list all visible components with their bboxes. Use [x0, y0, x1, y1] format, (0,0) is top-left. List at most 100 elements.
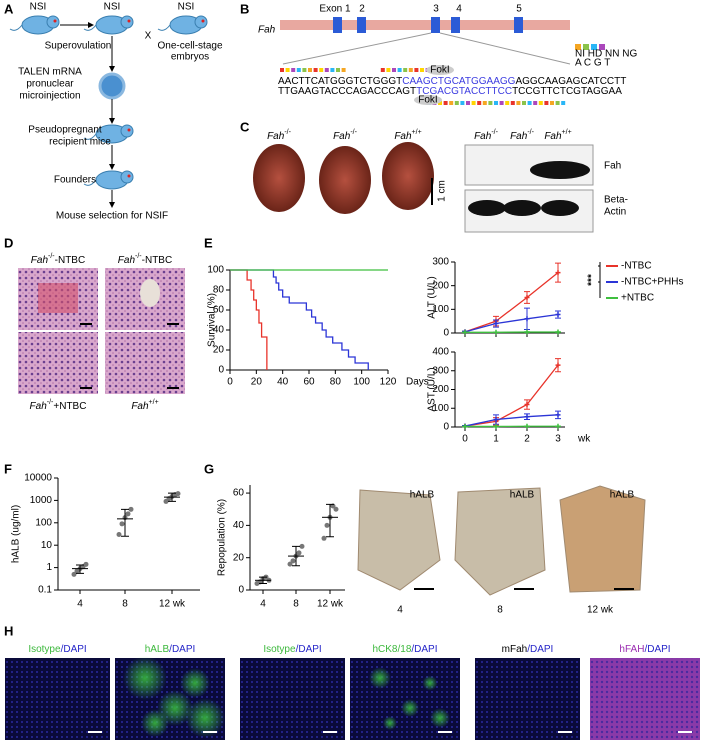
label: Founders: [54, 175, 96, 186]
point: [555, 329, 561, 335]
rvd-square: [454, 101, 459, 105]
mouse-eye: [127, 128, 131, 132]
pup-photo: [382, 142, 434, 210]
series-line: [464, 414, 559, 427]
y-tick-label: 1: [46, 562, 52, 573]
rvd-square: [516, 101, 521, 105]
data-point: [299, 543, 305, 549]
x-tick-label: 0: [462, 434, 468, 445]
label: Actin: [604, 207, 626, 218]
mouse-head: [194, 15, 208, 29]
pup-photo: [253, 144, 305, 212]
series-line: [464, 272, 559, 333]
rvd-square: [544, 101, 549, 105]
exon: [431, 17, 440, 33]
axis-label: Survival (%): [207, 293, 218, 347]
rvd-square: [308, 68, 312, 72]
label: hALB: [410, 490, 435, 501]
label: NSI: [30, 2, 47, 13]
label-part: mFah: [502, 644, 528, 655]
rvd-square: [443, 101, 448, 105]
mouse-tail: [83, 179, 97, 186]
rvd-square: [330, 68, 335, 72]
rvd-square: [438, 101, 442, 105]
label-part: TTGAAGTACCCAGACCCAGT: [278, 86, 416, 97]
y-tick-label: 60: [233, 488, 245, 499]
genotype-label: Fah+/+: [394, 129, 421, 142]
y-tick-label: 100: [35, 517, 52, 528]
pup-photo: [319, 146, 371, 214]
error-bar: [121, 508, 129, 537]
axis-label: Repopulation (%): [217, 499, 228, 576]
point: [524, 316, 530, 322]
label: 5: [516, 4, 522, 15]
blot-band: [530, 161, 590, 179]
label-part: TCCGTTCTCGTAGGAA: [512, 86, 622, 97]
mouse-icon: [83, 15, 134, 35]
rvd-square: [336, 68, 340, 72]
label-part: Fah: [394, 131, 412, 142]
label-part: Fah: [267, 131, 285, 142]
x-tick-label: 100: [353, 377, 370, 388]
panel-label: F: [4, 461, 12, 476]
x-tick-label: 20: [251, 377, 263, 388]
axis-label: AST (U/L): [427, 367, 438, 411]
rvd-square: [285, 68, 290, 72]
data-point: [128, 506, 134, 512]
label-part: -/-: [527, 129, 534, 136]
blot-band: [503, 200, 541, 216]
label-part: hALB: [145, 644, 170, 655]
rvd-square: [392, 68, 396, 72]
blot-band: [541, 200, 579, 216]
point: [524, 414, 530, 420]
label-part: /DAPI: [644, 644, 670, 655]
arrowhead: [109, 118, 115, 124]
ihc-image: [357, 489, 441, 591]
data-point: [296, 550, 302, 556]
green-signal: [141, 709, 169, 737]
y-tick-label: 400: [432, 347, 449, 358]
label-part: +/+: [562, 129, 572, 136]
survival-curve: [230, 269, 369, 370]
green-signal: [369, 667, 391, 689]
mouse-head: [46, 15, 60, 29]
label-part: Fah: [118, 255, 136, 266]
rvd-square: [449, 101, 454, 105]
panel-label: C: [240, 119, 250, 134]
label-part: Isotype: [28, 644, 61, 655]
error-bar: [326, 503, 334, 538]
rvd-square: [477, 101, 482, 105]
histology-image: [105, 332, 185, 394]
rvd-square: [533, 101, 538, 105]
label-part: TCGACGTACCTTCC: [416, 86, 512, 97]
rvd-square: [482, 101, 487, 105]
stain-label: mFah/DAPI: [502, 644, 554, 655]
label: FokI: [418, 95, 437, 106]
label-part: hCK8/18: [372, 644, 411, 655]
green-signal: [185, 698, 225, 738]
rvd-square: [408, 68, 413, 72]
foki: [414, 95, 442, 105]
mouse-icon: [9, 15, 60, 35]
label-part: -/-: [284, 129, 291, 136]
label-part: Isotype: [263, 644, 296, 655]
y-tick-label: 0: [238, 585, 244, 596]
y-tick-label: 10: [41, 540, 53, 551]
legend-square: [575, 44, 581, 50]
point: [493, 417, 499, 422]
y-tick-label: 0: [443, 328, 449, 339]
mouse-eye: [127, 174, 131, 178]
label: pronuclear: [26, 79, 74, 90]
label: NSI: [104, 2, 121, 13]
genotype-label: Fah+/+: [131, 399, 158, 412]
genotype-label: Fah-/--NTBC: [31, 253, 85, 266]
label-part: /DAPI: [169, 644, 195, 655]
label: A C G T: [575, 58, 610, 69]
green-signal: [180, 668, 210, 698]
label-part: CAAGCTGCATGGAAGG: [402, 76, 515, 87]
mouse-head: [120, 170, 134, 184]
point: [555, 412, 561, 418]
panel-label: A: [4, 1, 14, 16]
rvd-square: [471, 101, 476, 105]
y-tick-label: 20: [233, 552, 245, 563]
